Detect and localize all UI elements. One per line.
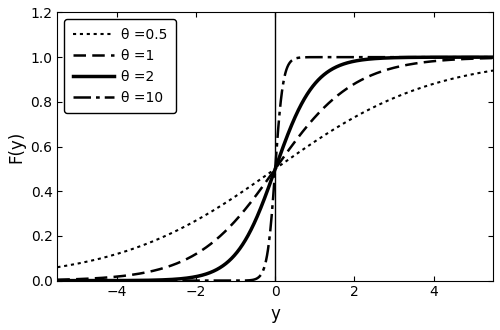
- θ =1: [434, 59, 440, 63]
- θ =2: [240, 242, 246, 246]
- θ =10: [490, 55, 496, 59]
- Line: θ =0.5: θ =0.5: [58, 71, 493, 267]
- θ =1: [482, 56, 488, 60]
- θ =0.5: [490, 69, 496, 73]
- θ =0.5: [54, 265, 60, 269]
- Y-axis label: F(y): F(y): [7, 130, 25, 163]
- Line: θ =2: θ =2: [58, 57, 493, 280]
- θ =10: [104, 279, 110, 282]
- Legend: θ =0.5, θ =1, θ =2, θ =10: θ =0.5, θ =1, θ =2, θ =10: [64, 19, 176, 113]
- θ =1: [222, 230, 228, 234]
- θ =10: [130, 279, 136, 282]
- θ =10: [54, 279, 60, 282]
- θ =1: [240, 210, 246, 214]
- θ =10: [418, 55, 424, 59]
- θ =10: [240, 279, 246, 282]
- θ =2: [104, 279, 110, 282]
- θ =0.5: [104, 255, 110, 259]
- θ =0.5: [130, 247, 136, 251]
- Line: θ =1: θ =1: [58, 58, 493, 280]
- θ =2: [222, 263, 228, 267]
- X-axis label: y: y: [270, 305, 280, 323]
- θ =10: [482, 55, 488, 59]
- θ =0.5: [482, 70, 488, 74]
- θ =0.5: [434, 81, 440, 84]
- θ =0.5: [222, 202, 228, 206]
- θ =1: [130, 273, 136, 277]
- θ =2: [490, 55, 496, 59]
- θ =2: [54, 279, 60, 282]
- θ =1: [104, 276, 110, 280]
- Line: θ =10: θ =10: [58, 57, 493, 280]
- θ =2: [434, 55, 440, 59]
- θ =2: [482, 55, 488, 59]
- θ =2: [130, 279, 136, 282]
- θ =0.5: [240, 189, 246, 193]
- θ =1: [54, 278, 60, 282]
- θ =1: [490, 56, 496, 60]
- θ =10: [434, 55, 440, 59]
- θ =10: [222, 279, 228, 282]
